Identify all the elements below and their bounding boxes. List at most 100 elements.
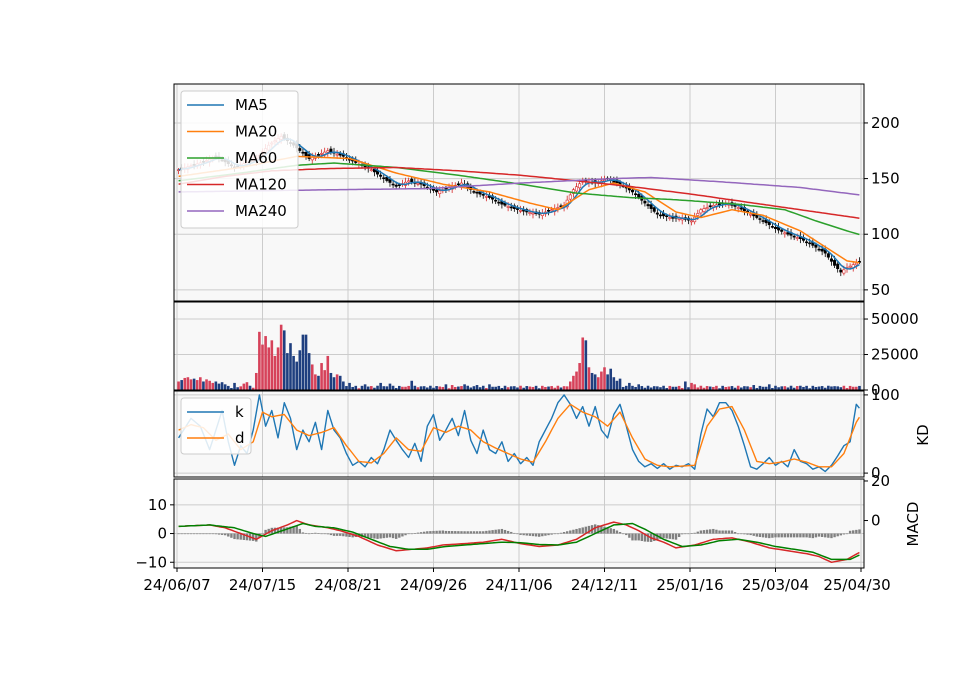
macd-histogram-bar bbox=[192, 533, 196, 535]
macd-histogram-bar bbox=[684, 533, 687, 535]
macd-histogram-bar bbox=[811, 533, 815, 539]
volume-bar bbox=[404, 386, 407, 390]
macd-histogram-bar bbox=[662, 533, 665, 539]
candle-body bbox=[842, 269, 846, 274]
volume-bar bbox=[211, 382, 215, 390]
volume-bar bbox=[475, 385, 479, 390]
volume-bar bbox=[230, 388, 233, 390]
macd-histogram-bar bbox=[553, 533, 556, 535]
macd-histogram-bar bbox=[311, 533, 314, 534]
volume-bar bbox=[202, 381, 205, 390]
volume-bar bbox=[391, 385, 395, 390]
macd-histogram-bar bbox=[824, 533, 827, 538]
candle-body bbox=[792, 235, 796, 238]
volume-bar bbox=[572, 375, 575, 390]
volume-bar bbox=[413, 385, 417, 390]
candle-body bbox=[699, 209, 703, 214]
candle-body bbox=[329, 148, 333, 153]
macd-histogram-bar bbox=[413, 533, 417, 534]
candle-body bbox=[519, 210, 523, 212]
volume-bar bbox=[646, 385, 650, 390]
volume-bar bbox=[858, 385, 861, 390]
price-tick-label: 100 bbox=[871, 225, 900, 243]
volume-bar bbox=[556, 385, 560, 390]
macd-histogram-bar bbox=[736, 533, 740, 535]
volume-bar bbox=[251, 387, 255, 390]
volume-bar bbox=[767, 384, 771, 390]
volume-bar bbox=[584, 340, 588, 390]
macd-histogram-bar bbox=[441, 530, 445, 534]
macd-histogram-bar bbox=[426, 531, 429, 534]
macd-histogram-bar bbox=[839, 533, 842, 536]
macd-histogram-bar bbox=[578, 528, 581, 534]
candle-body bbox=[484, 196, 488, 198]
macd-histogram-bar bbox=[447, 530, 451, 534]
macd-histogram-bar bbox=[656, 533, 659, 541]
macd-histogram-bar bbox=[460, 531, 463, 534]
volume-bar bbox=[712, 386, 715, 390]
volume-bar bbox=[618, 378, 622, 390]
volume-bar bbox=[388, 383, 392, 390]
volume-bar bbox=[820, 386, 824, 390]
macd-histogram-bar bbox=[205, 533, 208, 535]
volume-bar bbox=[777, 387, 780, 390]
candle-body bbox=[836, 263, 840, 270]
legend-label-ma5: MA5 bbox=[235, 96, 268, 114]
candle-body bbox=[658, 214, 662, 217]
volume-bar bbox=[441, 386, 445, 390]
macd-histogram-bar bbox=[705, 529, 709, 534]
macd-histogram-bar bbox=[665, 533, 668, 539]
macd-histogram-bar bbox=[724, 530, 727, 534]
macd-histogram-bar bbox=[569, 530, 572, 534]
volume-bar bbox=[304, 334, 308, 390]
macd-histogram-bar bbox=[245, 533, 249, 541]
volume-bar bbox=[659, 387, 662, 390]
volume-bar bbox=[634, 386, 637, 390]
macd-histogram-bar bbox=[289, 526, 292, 534]
x-tick-label: 24/12/11 bbox=[571, 576, 638, 594]
macd-histogram-bar bbox=[547, 533, 550, 536]
volume-bar bbox=[771, 388, 774, 390]
volume-bar bbox=[724, 386, 728, 390]
macd-histogram-bar bbox=[422, 531, 426, 534]
volume-bar bbox=[429, 385, 432, 390]
macd-histogram-bar bbox=[239, 533, 242, 540]
volume-bar bbox=[463, 384, 466, 390]
candle-body bbox=[773, 226, 777, 229]
volume-bar bbox=[752, 385, 756, 390]
macd-histogram-bar bbox=[631, 533, 634, 541]
macd-histogram-bar bbox=[653, 533, 656, 542]
macd-histogram-bar bbox=[488, 530, 491, 534]
x-tick-label: 25/01/16 bbox=[656, 576, 723, 594]
volume-bar bbox=[491, 386, 494, 390]
macd-histogram-bar bbox=[286, 527, 289, 534]
volume-tick-label: 50000 bbox=[871, 310, 919, 328]
macd-histogram-bar bbox=[668, 533, 671, 539]
k-line bbox=[178, 394, 860, 473]
volume-bar bbox=[199, 377, 202, 390]
macd-histogram-bar bbox=[295, 525, 298, 534]
macd-histogram-bar bbox=[783, 533, 787, 538]
macd-histogram-bar bbox=[755, 533, 759, 537]
macd-histogram-bar bbox=[500, 528, 504, 534]
candle-body bbox=[808, 242, 812, 245]
volume-bar bbox=[351, 386, 354, 390]
kd-axis-label: KD bbox=[914, 424, 932, 445]
candle-body bbox=[382, 177, 386, 180]
macd-histogram-bar bbox=[217, 533, 221, 535]
macd-histogram-bar bbox=[643, 533, 647, 542]
volume-bar bbox=[407, 385, 410, 390]
volume-bar bbox=[814, 386, 818, 390]
volume-bar bbox=[702, 387, 706, 390]
macd-left-tick-label: 0 bbox=[157, 525, 167, 543]
macd-histogram-bar bbox=[314, 532, 317, 534]
macd-histogram-bar bbox=[251, 533, 255, 541]
macd-histogram-bar bbox=[513, 532, 516, 534]
macd-histogram-bar bbox=[494, 529, 497, 534]
macd-right-tick-label: 20 bbox=[871, 472, 890, 490]
legend-label-ma20: MA20 bbox=[235, 123, 277, 141]
volume-bar bbox=[282, 330, 286, 390]
volume-bar bbox=[624, 385, 628, 390]
volume-bar bbox=[516, 387, 519, 390]
candle-body bbox=[571, 189, 575, 194]
